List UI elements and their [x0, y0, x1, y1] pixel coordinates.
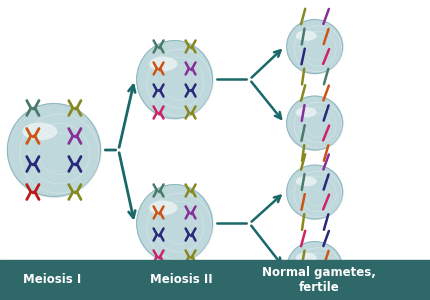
Bar [0, 260, 430, 300]
Ellipse shape [136, 184, 213, 264]
Ellipse shape [136, 40, 212, 118]
Ellipse shape [149, 200, 177, 215]
Ellipse shape [136, 184, 212, 262]
Ellipse shape [286, 165, 342, 219]
Ellipse shape [286, 20, 343, 75]
Ellipse shape [295, 31, 316, 41]
Ellipse shape [295, 107, 316, 117]
Ellipse shape [295, 253, 316, 263]
Ellipse shape [286, 165, 343, 220]
Text: Meiosis I: Meiosis I [22, 273, 81, 286]
Ellipse shape [22, 123, 57, 140]
Ellipse shape [286, 96, 342, 150]
Text: Meiosis II: Meiosis II [149, 273, 212, 286]
Ellipse shape [286, 242, 343, 297]
Ellipse shape [7, 103, 100, 196]
Ellipse shape [295, 176, 316, 186]
Ellipse shape [286, 242, 342, 296]
Text: Normal gametes,
fertile: Normal gametes, fertile [261, 266, 375, 294]
Ellipse shape [149, 56, 177, 71]
Ellipse shape [286, 96, 343, 151]
Ellipse shape [286, 20, 342, 74]
Ellipse shape [136, 40, 213, 120]
Ellipse shape [7, 103, 101, 198]
